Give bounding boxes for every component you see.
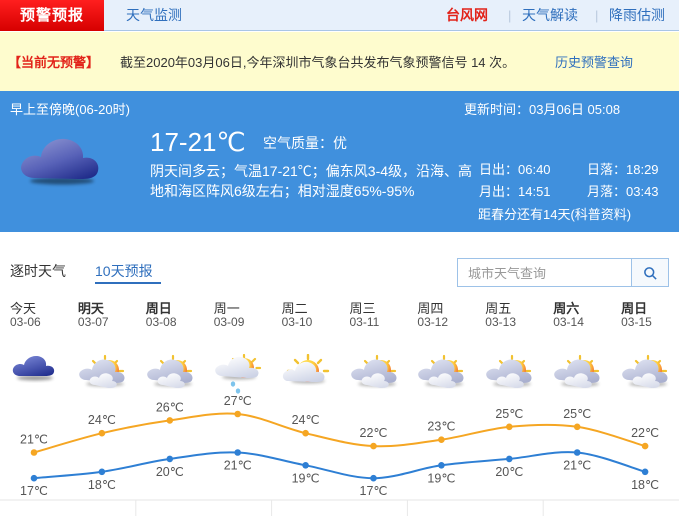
svg-text:18℃: 18℃ xyxy=(631,478,659,492)
svg-text:25℃: 25℃ xyxy=(563,407,591,421)
svg-text:21℃: 21℃ xyxy=(563,459,591,473)
svg-text:24℃: 24℃ xyxy=(88,413,116,427)
svg-text:17℃: 17℃ xyxy=(360,484,388,498)
svg-text:25℃: 25℃ xyxy=(495,407,523,421)
svg-text:17℃: 17℃ xyxy=(20,484,48,498)
svg-text:21℃: 21℃ xyxy=(224,459,252,473)
svg-text:26℃: 26℃ xyxy=(156,400,184,414)
svg-text:22℃: 22℃ xyxy=(631,426,659,440)
svg-text:20℃: 20℃ xyxy=(495,465,523,479)
svg-text:21℃: 21℃ xyxy=(20,433,48,447)
svg-text:19℃: 19℃ xyxy=(292,471,320,485)
svg-text:23℃: 23℃ xyxy=(427,420,455,434)
svg-text:27℃: 27℃ xyxy=(224,395,252,408)
svg-text:22℃: 22℃ xyxy=(360,426,388,440)
svg-text:19℃: 19℃ xyxy=(427,471,455,485)
svg-text:18℃: 18℃ xyxy=(88,478,116,492)
svg-text:24℃: 24℃ xyxy=(292,413,320,427)
svg-text:20℃: 20℃ xyxy=(156,465,184,479)
